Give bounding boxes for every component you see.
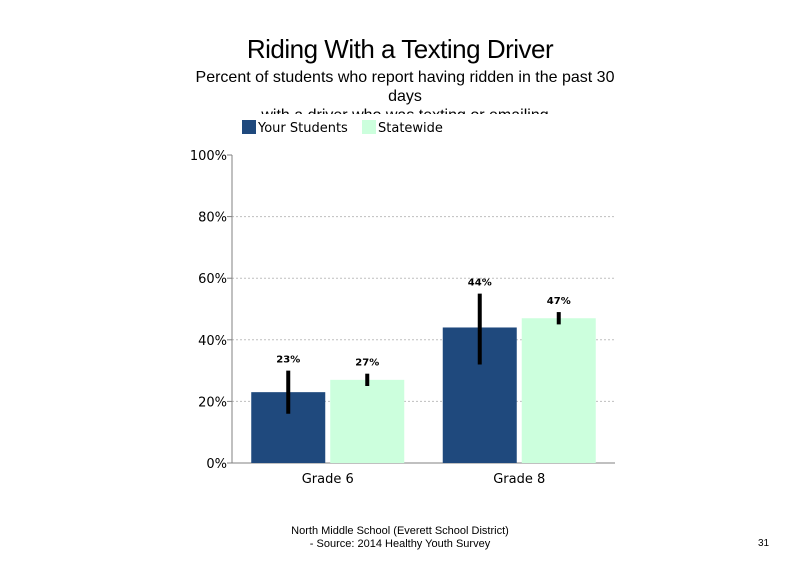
- legend-swatch: [362, 120, 376, 134]
- y-tick-label: 60%: [198, 272, 227, 287]
- footer-line: - Source: 2014 Healthy Youth Survey: [309, 538, 491, 550]
- y-tick-label: 80%: [198, 211, 227, 226]
- y-tick-label: 100%: [190, 149, 227, 164]
- x-tick-label: Grade 8: [493, 472, 545, 487]
- footer: North Middle School (Everett School Dist…: [270, 525, 530, 551]
- subtitle-line: days: [388, 88, 422, 105]
- y-tick-label: 20%: [198, 395, 227, 410]
- data-label: 27%: [355, 358, 379, 369]
- subtitle-line: Percent of students who report having ri…: [195, 69, 615, 86]
- legend-label: Statewide: [378, 121, 443, 136]
- x-tick-label: Grade 6: [302, 472, 354, 487]
- chart-title: Riding With a Texting Driver: [246, 34, 554, 64]
- subtitle-line: with a driver who was texting or emailin…: [175, 106, 635, 114]
- data-label: 47%: [547, 296, 571, 307]
- bar-statewide: [521, 318, 596, 463]
- data-label: 44%: [468, 278, 492, 289]
- data-label: 23%: [276, 355, 300, 366]
- footer-line: North Middle School (Everett School Dist…: [291, 525, 509, 537]
- legend-label: Your Students: [257, 121, 348, 136]
- page-number: 31: [758, 538, 770, 549]
- bar-statewide: [330, 379, 405, 463]
- chart-subtitle: Percent of students who report having ri…: [175, 68, 635, 114]
- y-tick-label: 40%: [198, 334, 227, 349]
- legend-swatch: [242, 120, 256, 134]
- y-tick-label: 0%: [206, 457, 227, 472]
